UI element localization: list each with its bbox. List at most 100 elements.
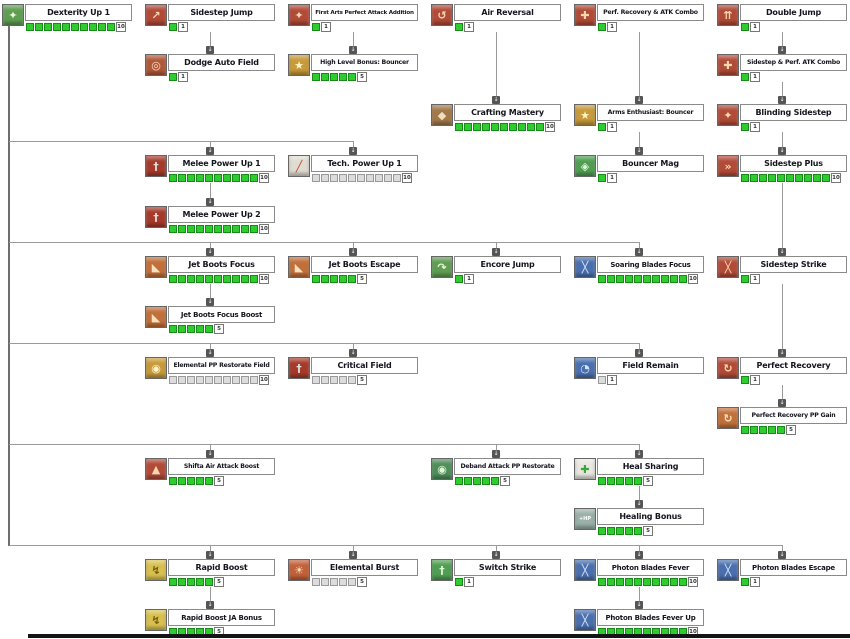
skill-max-level[interactable]: 5 (357, 72, 367, 82)
skill-max-level[interactable]: 1 (464, 577, 474, 587)
skill-level-pip[interactable] (107, 23, 115, 31)
skill-sidestep-jump[interactable]: ↗ Sidestep Jump 1 (145, 4, 275, 32)
skill-level-pip[interactable] (169, 174, 177, 182)
skill-level-pip[interactable] (196, 376, 204, 384)
skill-max-level[interactable]: 1 (607, 122, 617, 132)
skill-level-pip[interactable] (205, 325, 213, 333)
skill-max-level[interactable]: 1 (750, 122, 760, 132)
skill-level-pip[interactable] (250, 376, 258, 384)
skill-photon-blades-fever[interactable]: ╳ Photon Blades Fever 10 (574, 559, 704, 587)
skill-level-pip[interactable] (634, 527, 642, 535)
skill-field-remain[interactable]: ◔ Field Remain 1 (574, 357, 704, 385)
skill-level-pip[interactable] (187, 225, 195, 233)
skill-level-pip[interactable] (330, 376, 338, 384)
skill-max-level[interactable]: 5 (357, 577, 367, 587)
skill-level-pip[interactable] (339, 275, 347, 283)
skill-level-pip[interactable] (357, 174, 365, 182)
skill-level-pip[interactable] (98, 23, 106, 31)
skill-max-level[interactable]: 1 (321, 22, 331, 32)
skill-level-pip[interactable] (348, 376, 356, 384)
skill-level-pip[interactable] (598, 578, 606, 586)
skill-level-pip[interactable] (625, 477, 633, 485)
skill-photon-blades-fever-up[interactable]: ╳ Photon Blades Fever Up 10 (574, 609, 704, 637)
skill-critical-field[interactable]: † Critical Field 5 (288, 357, 418, 385)
skill-level-pip[interactable] (375, 174, 383, 182)
skill-level-pip[interactable] (196, 275, 204, 283)
skill-level-pip[interactable] (196, 225, 204, 233)
skill-level-pip[interactable] (661, 275, 669, 283)
skill-deband-attack-pp-restorate[interactable]: ◉ Deband Attack PP Restorate 5 (431, 458, 561, 486)
skill-level-pip[interactable] (339, 73, 347, 81)
skill-healing-bonus[interactable]: +HP Healing Bonus 5 (574, 508, 704, 536)
skill-level-pip[interactable] (491, 477, 499, 485)
skill-level-pip[interactable] (643, 578, 651, 586)
skill-level-pip[interactable] (241, 275, 249, 283)
skill-level-pip[interactable] (178, 275, 186, 283)
skill-level-pip[interactable] (169, 73, 177, 81)
skill-level-pip[interactable] (178, 578, 186, 586)
skill-level-pip[interactable] (652, 275, 660, 283)
skill-level-pip[interactable] (741, 426, 749, 434)
skill-level-pip[interactable] (679, 578, 687, 586)
skill-level-pip[interactable] (652, 578, 660, 586)
skill-level-pip[interactable] (312, 73, 320, 81)
skill-level-pip[interactable] (214, 275, 222, 283)
skill-level-pip[interactable] (670, 275, 678, 283)
skill-bouncer-mag[interactable]: ◈ Bouncer Mag 1 (574, 155, 704, 183)
skill-level-pip[interactable] (464, 123, 472, 131)
skill-level-pip[interactable] (661, 578, 669, 586)
skill-jet-boots-focus[interactable]: ◣ Jet Boots Focus 10 (145, 256, 275, 284)
skill-level-pip[interactable] (598, 174, 606, 182)
skill-level-pip[interactable] (223, 376, 231, 384)
skill-level-pip[interactable] (750, 174, 758, 182)
skill-level-pip[interactable] (205, 477, 213, 485)
skill-level-pip[interactable] (607, 578, 615, 586)
skill-level-pip[interactable] (625, 527, 633, 535)
skill-level-pip[interactable] (312, 578, 320, 586)
skill-level-pip[interactable] (330, 578, 338, 586)
skill-shifta-air-attack-boost[interactable]: ▲ Shifta Air Attack Boost 5 (145, 458, 275, 486)
skill-level-pip[interactable] (813, 174, 821, 182)
skill-level-pip[interactable] (670, 578, 678, 586)
skill-level-pip[interactable] (607, 527, 615, 535)
skill-level-pip[interactable] (464, 477, 472, 485)
skill-level-pip[interactable] (455, 123, 463, 131)
skill-level-pip[interactable] (169, 275, 177, 283)
skill-level-pip[interactable] (643, 275, 651, 283)
skill-level-pip[interactable] (178, 477, 186, 485)
skill-level-pip[interactable] (169, 376, 177, 384)
skill-level-pip[interactable] (187, 325, 195, 333)
skill-level-pip[interactable] (205, 275, 213, 283)
skill-level-pip[interactable] (205, 376, 213, 384)
skill-level-pip[interactable] (321, 376, 329, 384)
skill-first-arts-perfect-attack-addition[interactable]: ✦ First Arts Perfect Attack Addition 1 (288, 4, 418, 32)
skill-max-level[interactable]: 10 (688, 577, 698, 587)
skill-level-pip[interactable] (321, 578, 329, 586)
skill-level-pip[interactable] (196, 477, 204, 485)
skill-level-pip[interactable] (741, 578, 749, 586)
skill-level-pip[interactable] (482, 123, 490, 131)
skill-level-pip[interactable] (348, 578, 356, 586)
skill-level-pip[interactable] (53, 23, 61, 31)
skill-level-pip[interactable] (178, 225, 186, 233)
skill-high-level-bonus-bouncer[interactable]: ★ High Level Bonus: Bouncer 5 (288, 54, 418, 82)
skill-max-level[interactable]: 1 (750, 22, 760, 32)
skill-level-pip[interactable] (473, 123, 481, 131)
skill-level-pip[interactable] (616, 578, 624, 586)
skill-level-pip[interactable] (223, 225, 231, 233)
skill-level-pip[interactable] (241, 376, 249, 384)
skill-level-pip[interactable] (348, 174, 356, 182)
skill-max-level[interactable]: 5 (643, 526, 653, 536)
skill-level-pip[interactable] (169, 578, 177, 586)
skill-elemental-pp-restorate-field[interactable]: ◉ Elemental PP Restorate Field 10 (145, 357, 275, 385)
skill-max-level[interactable]: 10 (545, 122, 555, 132)
skill-level-pip[interactable] (598, 527, 606, 535)
skill-level-pip[interactable] (330, 275, 338, 283)
skill-level-pip[interactable] (616, 477, 624, 485)
skill-level-pip[interactable] (312, 275, 320, 283)
skill-max-level[interactable]: 5 (214, 324, 224, 334)
skill-jet-boots-focus-boost[interactable]: ◣ Jet Boots Focus Boost 5 (145, 306, 275, 334)
skill-level-pip[interactable] (187, 174, 195, 182)
skill-switch-strike[interactable]: † Switch Strike 1 (431, 559, 561, 587)
skill-level-pip[interactable] (518, 123, 526, 131)
